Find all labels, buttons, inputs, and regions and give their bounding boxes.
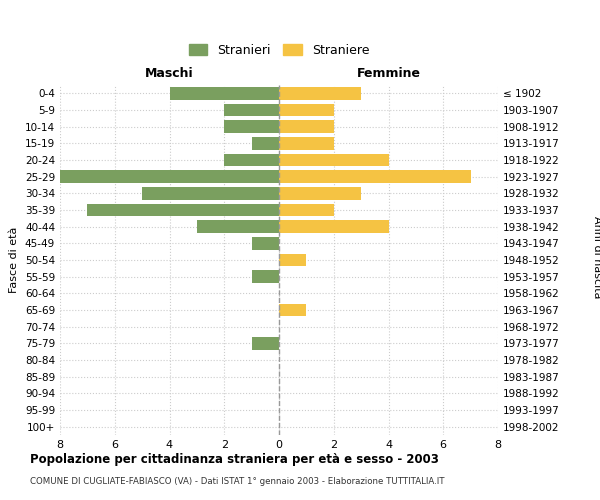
Bar (251, 337, 279, 349)
Bar (279, 204, 334, 216)
Bar (279, 137, 334, 149)
Bar (251, 237, 279, 250)
Bar (279, 187, 361, 200)
Bar (279, 104, 334, 116)
Bar (279, 87, 361, 100)
Bar (88, 204, 279, 216)
Bar (224, 154, 279, 166)
Bar (279, 170, 470, 183)
Text: Anni di nascita: Anni di nascita (592, 216, 600, 298)
Bar (279, 254, 307, 266)
Bar (224, 120, 279, 133)
Bar (251, 137, 279, 149)
Bar (251, 270, 279, 283)
Y-axis label: Fasce di età: Fasce di età (10, 227, 19, 293)
Bar (279, 304, 307, 316)
Text: COMUNE DI CUGLIATE-FABIASCO (VA) - Dati ISTAT 1° gennaio 2003 - Elaborazione TUT: COMUNE DI CUGLIATE-FABIASCO (VA) - Dati … (30, 478, 445, 486)
Bar (279, 220, 389, 233)
Bar (170, 87, 279, 100)
Bar (142, 187, 279, 200)
Text: Popolazione per cittadinanza straniera per età e sesso - 2003: Popolazione per cittadinanza straniera p… (30, 452, 439, 466)
Text: Femmine: Femmine (356, 67, 421, 80)
Bar (60, 170, 279, 183)
Bar (224, 104, 279, 116)
Text: Maschi: Maschi (145, 67, 194, 80)
Bar (197, 220, 279, 233)
Legend: Stranieri, Straniere: Stranieri, Straniere (184, 38, 374, 62)
Bar (279, 120, 334, 133)
Bar (279, 154, 389, 166)
